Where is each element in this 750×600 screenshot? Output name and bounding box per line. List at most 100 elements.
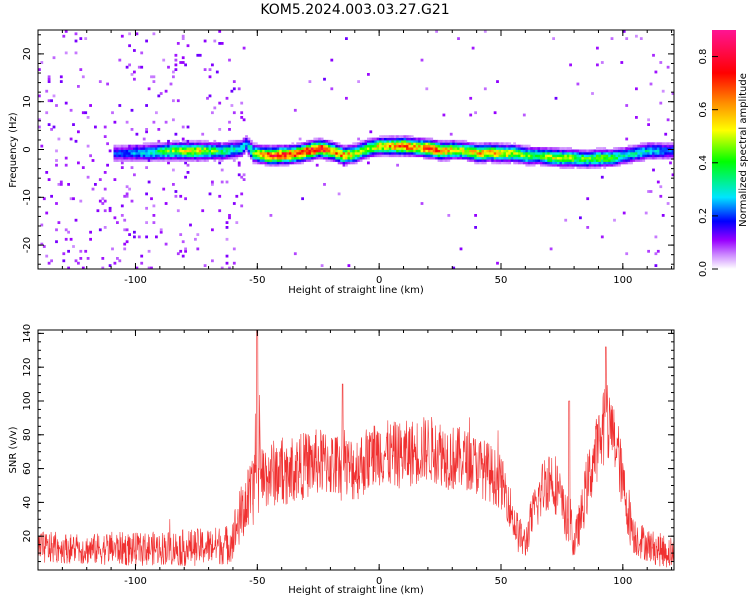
spectrogram-cell — [371, 147, 375, 150]
spectrogram-cell — [474, 226, 477, 229]
spectrogram-cell — [574, 156, 577, 160]
spectrogram-cell — [269, 159, 273, 162]
spectrogram-cell — [613, 159, 616, 162]
spectrogram-cell — [515, 151, 519, 155]
spectrogram-cell — [510, 149, 514, 153]
spectrogram-cell — [510, 156, 514, 160]
spectrogram-cell — [123, 144, 127, 148]
spectrogram-cell — [145, 221, 148, 224]
spectrogram-cell — [620, 154, 624, 158]
spectrogram-cell — [369, 130, 373, 134]
spectrogram-cell — [157, 151, 161, 155]
spectrogram-cell — [247, 151, 251, 155]
spectrogram-cell — [369, 147, 373, 150]
spectrogram-cell — [55, 159, 58, 162]
spectrogram-cell — [133, 77, 136, 81]
spectrogram-cell — [337, 192, 341, 196]
spectrogram-cell — [632, 147, 636, 150]
spectrogram-cell — [374, 149, 378, 153]
spectrogram-cell — [418, 154, 421, 158]
spectrogram-cell — [289, 144, 292, 148]
spectrogram-cell — [345, 147, 348, 150]
spectrogram-cell — [296, 161, 300, 165]
spectrogram-cell — [401, 139, 404, 143]
spectrogram-cell — [289, 156, 292, 160]
spectrogram-cell — [381, 137, 385, 141]
spectrogram-cell — [296, 151, 300, 155]
spectrogram-cell — [169, 154, 173, 158]
spectrogram-cell — [206, 159, 209, 162]
spectrogram-cell — [291, 149, 295, 153]
spectrogram-cell — [423, 151, 426, 155]
spectrogram-cell — [245, 149, 248, 153]
spectrogram-cell — [203, 156, 207, 160]
spectrogram-cell — [525, 147, 529, 150]
spectrogram-cell — [152, 156, 156, 160]
spectrogram-cell — [442, 151, 446, 155]
spectrogram-cell — [442, 142, 446, 146]
spectrogram-cell — [218, 42, 222, 45]
spectrogram-cell — [357, 154, 360, 158]
spectrogram-cell — [240, 111, 244, 115]
spectrogram-cell — [318, 144, 321, 148]
spectrogram-cell — [496, 144, 499, 148]
spectrogram-cell — [201, 149, 205, 153]
spectrogram-cell — [474, 154, 477, 158]
spectrogram-cell — [471, 46, 475, 50]
spectrogram-cell — [325, 151, 329, 155]
spectrogram-cell — [427, 151, 431, 155]
spectrogram-cell — [213, 149, 217, 153]
spectrogram-cell — [652, 53, 655, 57]
spectrogram-cell — [576, 154, 580, 158]
spectrogram-cell — [86, 257, 90, 260]
spectrogram-cell — [206, 142, 209, 146]
spectrogram-cell — [174, 139, 178, 143]
spectrogram-cell — [518, 156, 521, 160]
spectrogram-cell — [420, 202, 424, 205]
spectrogram-cell — [140, 254, 144, 258]
spectrogram-cell — [403, 149, 407, 153]
spectrogram-cell — [167, 161, 170, 165]
spectrogram-cell — [128, 156, 131, 160]
spectrogram-cell — [118, 104, 122, 107]
spectrogram-cell — [593, 161, 597, 165]
spectrogram-cell — [632, 156, 636, 160]
spectrogram-cell — [252, 156, 256, 160]
spectrogram-cell — [379, 144, 382, 148]
spectrogram-cell — [213, 106, 217, 110]
spectrogram-cell — [291, 159, 295, 162]
spectrogram-cell — [184, 249, 187, 253]
spectrogram-cell — [525, 154, 529, 158]
spectrogram-cell — [123, 151, 127, 155]
spectrogram-cell — [630, 154, 633, 158]
spectrogram-cell — [393, 151, 397, 155]
spectrogram-cell — [371, 154, 375, 158]
spectrogram-cell — [666, 65, 670, 69]
spectrogram-cell — [235, 149, 239, 153]
spectrogram-cell — [240, 116, 244, 119]
spectrogram-cell — [167, 65, 170, 69]
spectrogram-cell — [142, 149, 146, 153]
spectrogram-cell — [388, 149, 392, 153]
spectrogram-cell — [600, 175, 604, 179]
spectrogram-cell — [396, 137, 399, 141]
spectrogram-cell — [118, 154, 122, 158]
spectrogram-cell — [189, 223, 192, 227]
spectrogram-cell — [371, 151, 375, 155]
spectrogram-cell — [493, 161, 497, 165]
spectrogram-cell — [101, 266, 105, 270]
spectrogram-cell — [474, 151, 477, 155]
spectrogram-cell — [518, 144, 521, 148]
colorbar-gradient — [712, 30, 736, 269]
spectrogram-cell — [179, 154, 183, 158]
spectrogram-cell — [542, 156, 546, 160]
spectrogram-cell — [466, 151, 470, 155]
spectrogram-cell — [72, 197, 75, 201]
spectrogram-cell — [542, 159, 546, 162]
spectrogram-cell — [615, 154, 619, 158]
spectrogram-cell — [306, 149, 309, 153]
spectrogram-cell — [310, 159, 314, 162]
spectrogram-cell — [77, 161, 80, 165]
spectrogram-cell — [140, 147, 144, 150]
spectrogram-cell — [635, 159, 638, 162]
